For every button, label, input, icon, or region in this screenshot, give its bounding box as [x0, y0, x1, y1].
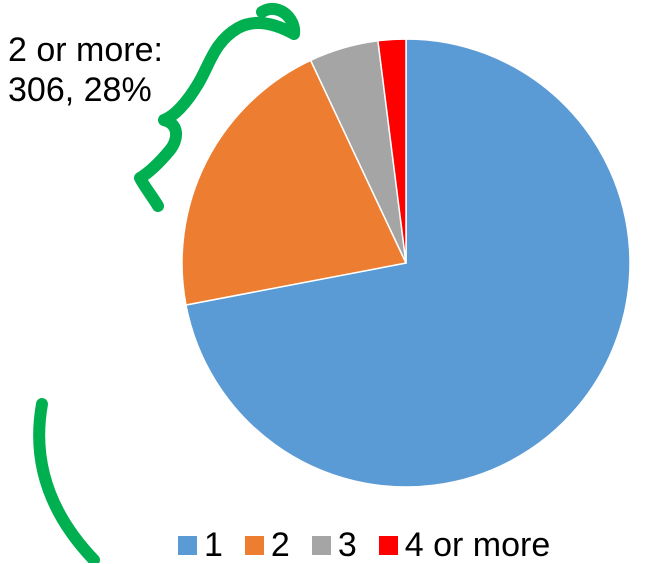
legend-swatch-2	[244, 535, 264, 555]
legend-item-1: 1	[178, 528, 223, 562]
legend-label-3: 3	[337, 526, 357, 564]
pie-slice-4-or-more	[377, 38, 407, 264]
annotation-line-2: 306, 28%	[8, 71, 152, 109]
chart-legend: 1 2 3 4 or more	[178, 528, 550, 562]
annotation-arc	[33, 398, 100, 563]
legend-swatch-1	[178, 535, 197, 555]
pie-slice-2	[181, 59, 407, 306]
annotation-brace	[134, 2, 301, 212]
annotation-line-1: 2 or more:	[8, 31, 163, 69]
pie-slice-1	[185, 38, 631, 488]
legend-item-3: 3	[311, 526, 357, 564]
legend-label-4-or-more: 4 or more	[404, 526, 551, 564]
legend-swatch-3	[311, 535, 331, 555]
legend-label-1: 1	[204, 526, 223, 564]
annotation-label: 2 or more: 306, 28%	[8, 30, 163, 110]
legend-item-2: 2	[244, 526, 290, 564]
legend-swatch-4-or-more	[378, 535, 398, 555]
legend-label-2: 2	[270, 526, 290, 564]
pie-slices	[181, 38, 631, 488]
legend-item-4-or-more: 4 or more	[378, 526, 551, 564]
